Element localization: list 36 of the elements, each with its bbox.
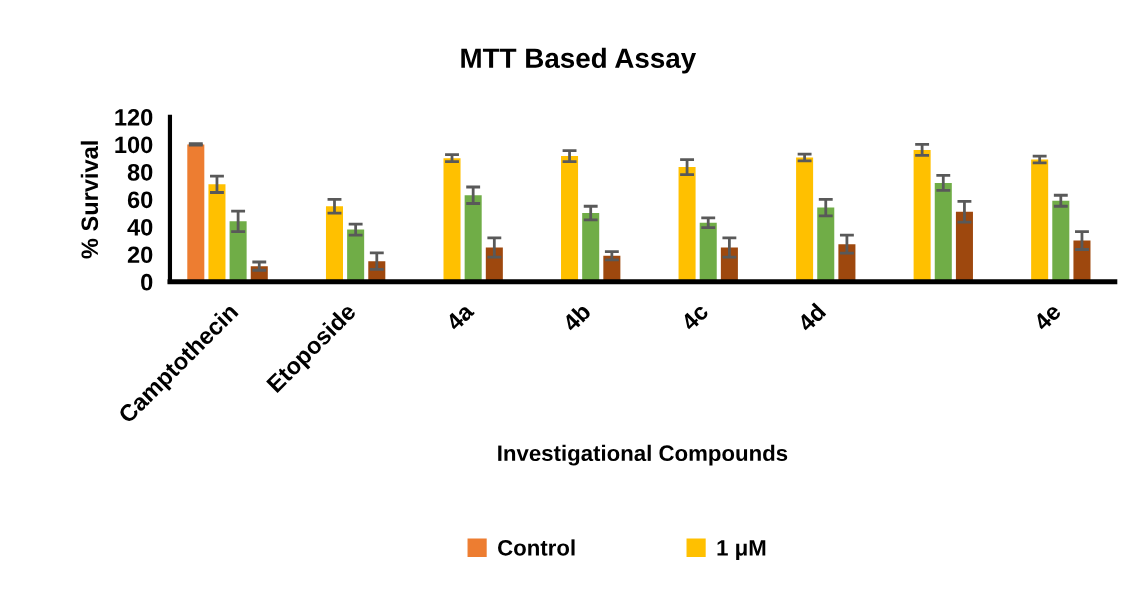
- x-tick-label: 4e: [1032, 302, 1062, 332]
- y-tick-label: 100: [115, 136, 153, 154]
- y-tick-label: 0: [141, 273, 153, 291]
- bar: [561, 156, 579, 282]
- bar: [796, 157, 814, 282]
- bar: [347, 229, 365, 282]
- chart-title: MTT Based Assay: [461, 47, 697, 74]
- bar: [678, 167, 696, 282]
- bar: [913, 149, 931, 282]
- bar: [1052, 200, 1070, 282]
- y-tick-label: 120: [115, 109, 153, 126]
- bar: [464, 195, 482, 282]
- x-tick-label: 4c: [679, 302, 710, 332]
- y-axis-title: % Survival: [80, 141, 99, 259]
- legend-label: 1 μM: [717, 540, 766, 560]
- x-tick-label: 4a: [444, 301, 475, 332]
- x-tick-label: 4b: [560, 301, 592, 333]
- y-tick-label: 40: [127, 218, 153, 236]
- y-tick-label: 80: [127, 163, 153, 181]
- bar: [187, 144, 205, 282]
- bar: [838, 244, 856, 282]
- bar: [817, 207, 835, 282]
- x-tick-label: 4d: [795, 302, 827, 333]
- y-tick-label: 60: [127, 191, 153, 209]
- bar: [934, 182, 952, 282]
- legend-label: Control: [498, 539, 575, 556]
- bar: [1031, 159, 1049, 282]
- bar: [699, 222, 717, 282]
- bar: [325, 206, 344, 282]
- x-axis-title: Investigational Compounds: [498, 444, 788, 466]
- bar: [955, 211, 973, 282]
- y-tick-label: 20: [127, 246, 153, 264]
- bar: [443, 158, 461, 282]
- bar: [208, 184, 226, 282]
- bar: [229, 221, 247, 282]
- bar: [582, 213, 600, 282]
